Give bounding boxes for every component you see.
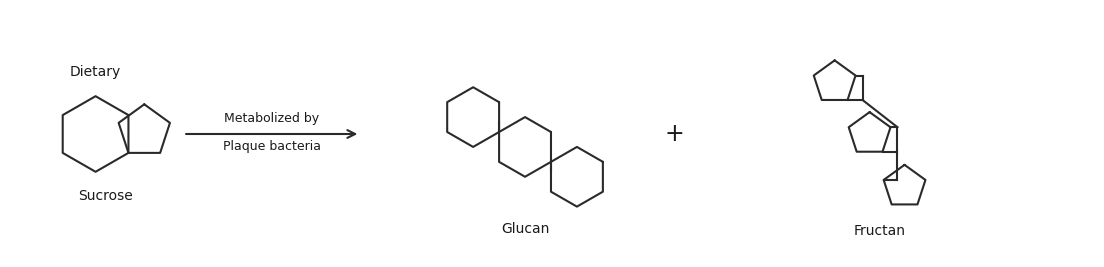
Text: Fructan: Fructan [853, 223, 905, 238]
Text: Glucan: Glucan [501, 222, 549, 235]
Text: Sucrose: Sucrose [78, 189, 132, 203]
Text: Dietary: Dietary [70, 65, 121, 79]
Text: Metabolized by: Metabolized by [224, 112, 319, 125]
Text: Plaque bacteria: Plaque bacteria [223, 140, 321, 153]
Text: +: + [665, 122, 684, 146]
